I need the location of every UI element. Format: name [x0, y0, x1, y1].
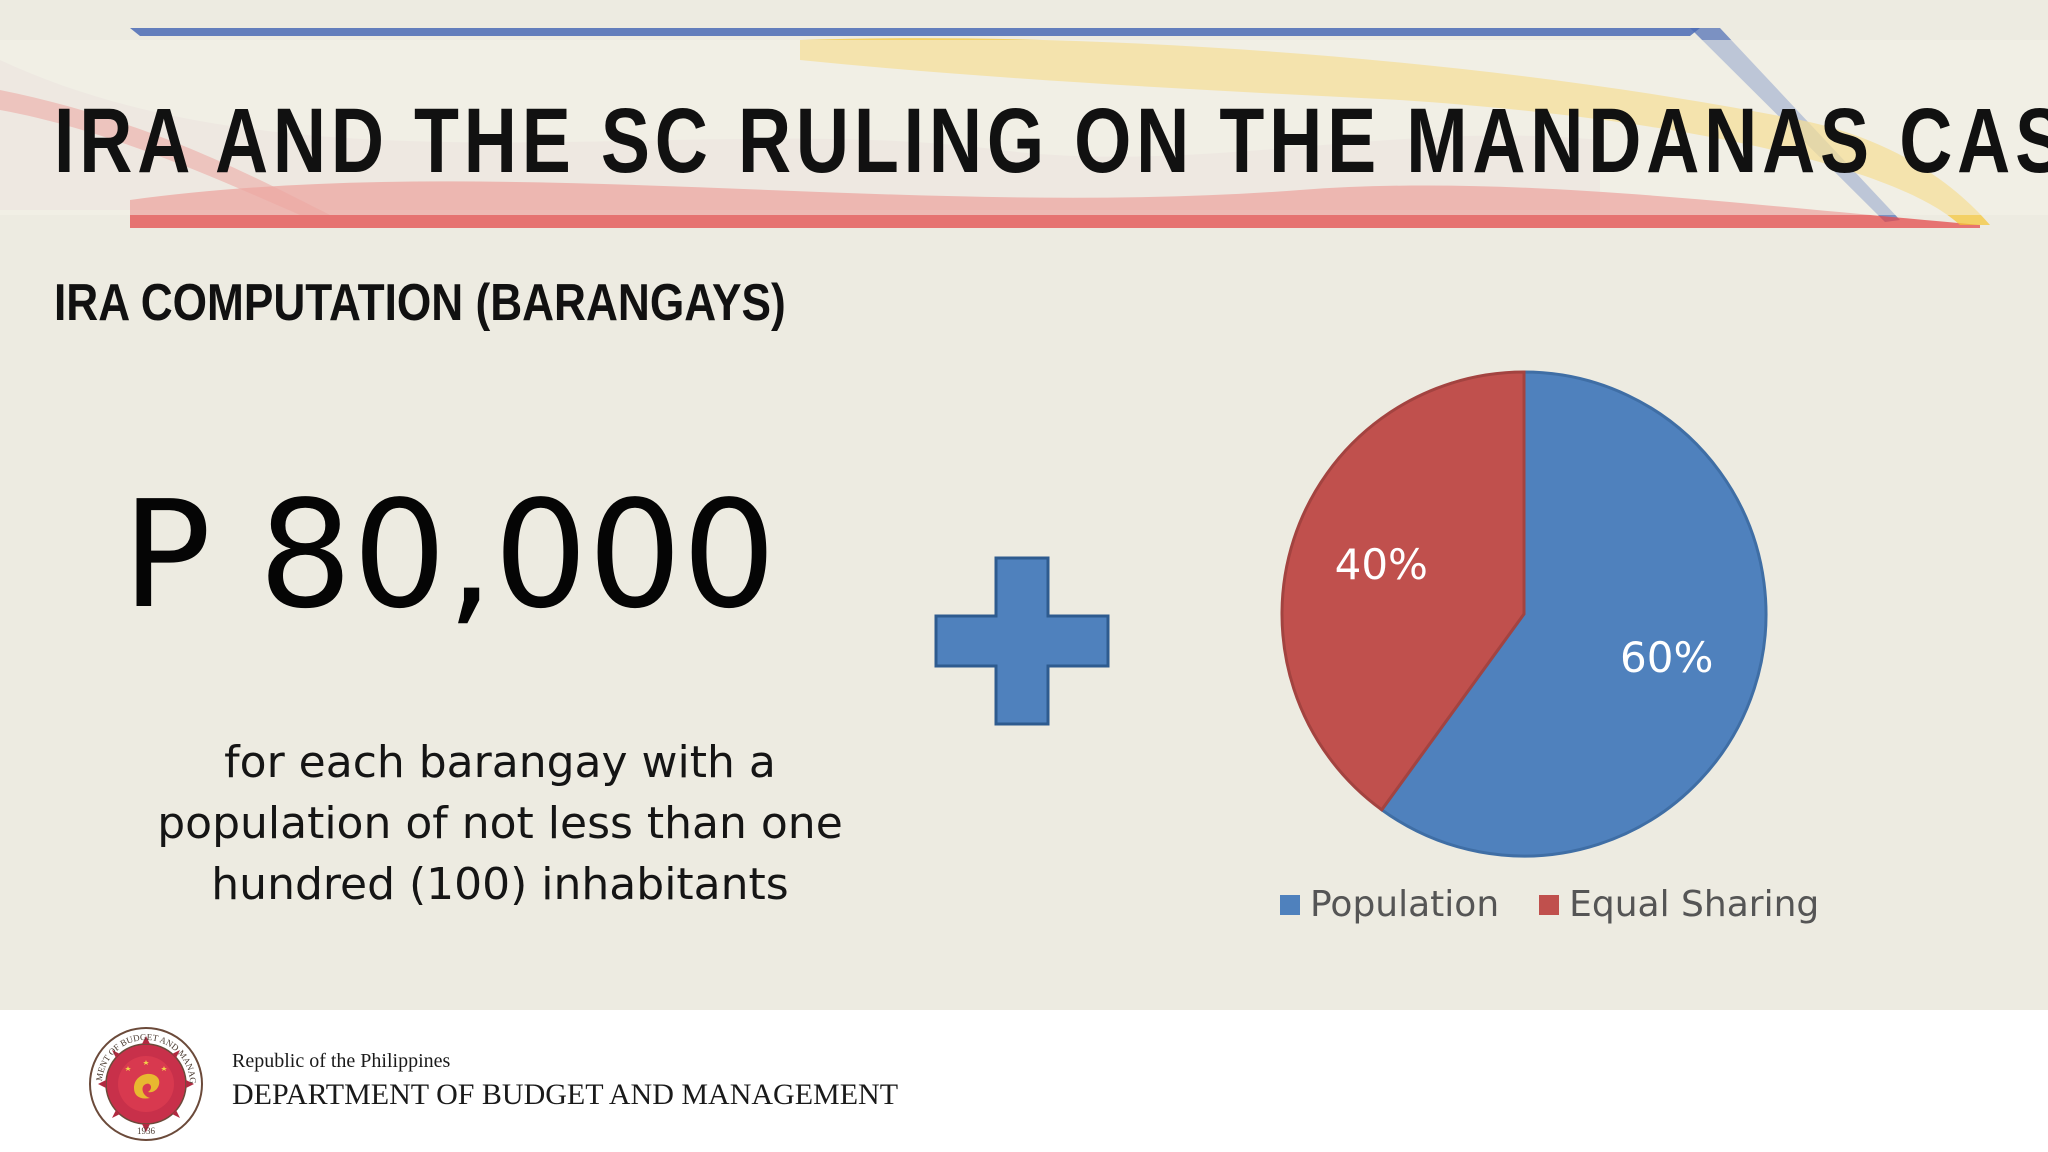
chart-legend: Population Equal Sharing: [1280, 884, 1859, 925]
legend-swatch-equal-sharing: [1539, 894, 1560, 915]
pie-slice-population: [1379, 370, 1768, 858]
seal-year: 1936: [137, 1126, 156, 1136]
title-banner: IRA AND THE SC RULING ON THE MANDANAS CA…: [0, 0, 2048, 230]
legend-swatch-population: [1280, 894, 1300, 915]
legend-label-population: Population: [1310, 884, 1500, 925]
legend-item-equal-sharing: Equal Sharing: [1539, 884, 1819, 925]
pie-label-equal-sharing: 40%: [1335, 540, 1428, 589]
footer: DEPARTMENT OF BUDGET AND MANAGEMENT 1936…: [0, 1010, 2048, 1152]
amount-description: for each barangay with a population of n…: [157, 737, 843, 910]
slide-subtitle: IRA COMPUTATION (BARANGAYS): [54, 274, 786, 332]
plus-icon: [934, 556, 1110, 730]
legend-item-population: Population: [1280, 884, 1499, 925]
plus-shape: [934, 556, 1110, 726]
banner-decoration: [0, 28, 2048, 228]
dbm-seal: DEPARTMENT OF BUDGET AND MANAGEMENT 1936: [84, 1018, 204, 1146]
legend-label-equal-sharing: Equal Sharing: [1569, 884, 1820, 925]
pie-label-population: 60%: [1620, 633, 1713, 682]
slide-title: IRA AND THE SC RULING ON THE MANDANAS CA…: [54, 90, 2048, 192]
pie-chart: 60% 40%: [1270, 364, 1770, 868]
footer-republic: Republic of the Philippines: [232, 1050, 451, 1072]
pie-chart-svg: 60% 40%: [1280, 370, 1768, 858]
amount-value: P 80,000: [122, 469, 777, 641]
footer-department: DEPARTMENT OF BUDGET AND MANAGEMENT: [232, 1078, 899, 1111]
pie-slice-equal-sharing: [1280, 370, 1526, 812]
